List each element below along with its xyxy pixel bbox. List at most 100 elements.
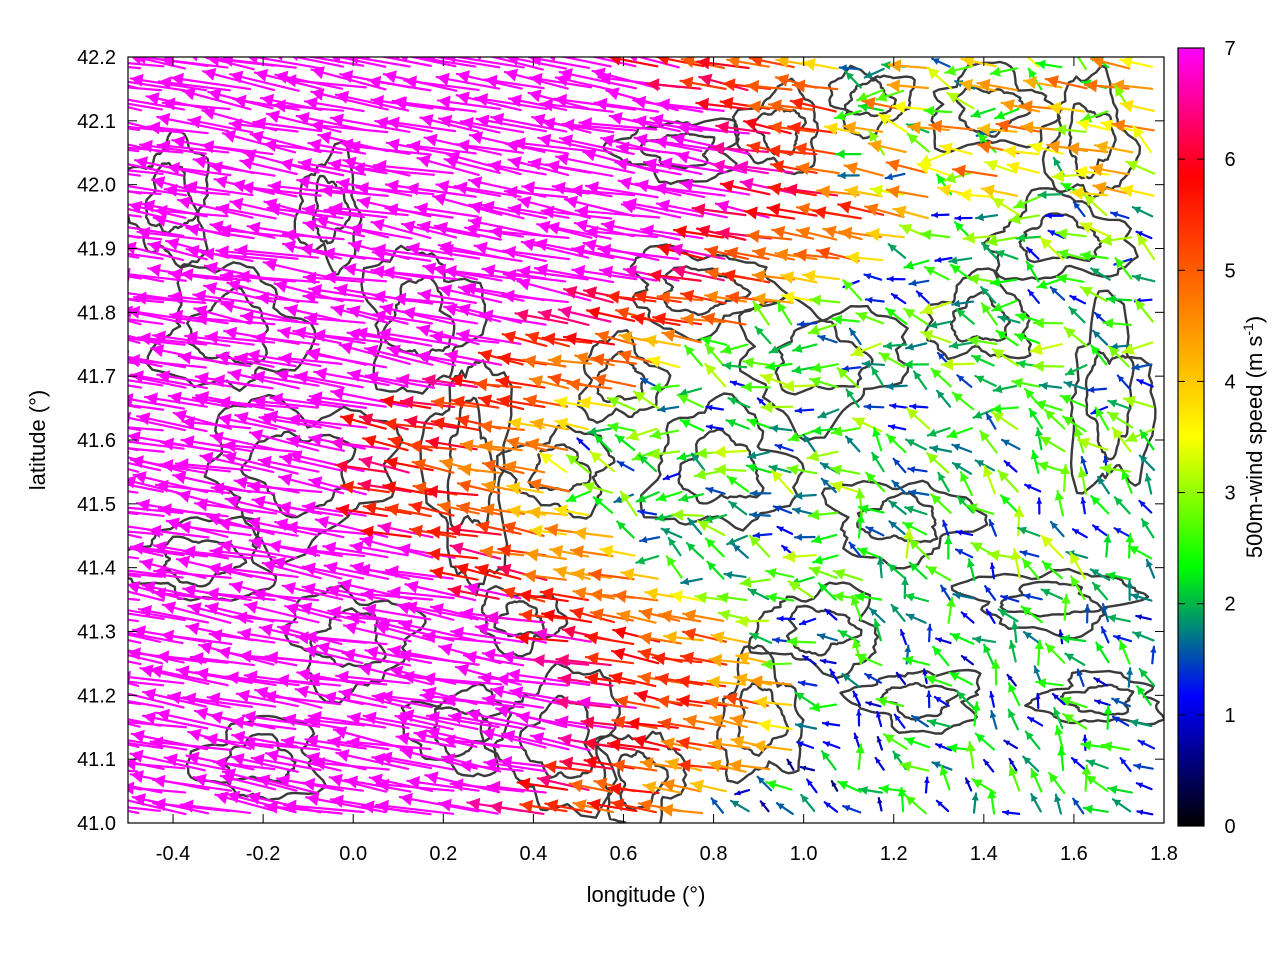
wind-vector-head — [1070, 295, 1077, 302]
wind-vector-head — [957, 375, 965, 382]
wind-vector-head — [750, 511, 758, 519]
wind-vector-head — [920, 229, 932, 241]
terrain-contour — [738, 295, 910, 442]
wind-vector-head — [594, 777, 608, 791]
wind-vector-head — [335, 90, 350, 104]
wind-vector-head — [942, 520, 949, 528]
wind-vector-head — [795, 533, 802, 541]
wind-vector-head — [521, 238, 535, 252]
wind-vector-head — [600, 544, 614, 558]
wind-vector-head — [1073, 798, 1080, 806]
wind-vector-head — [444, 303, 458, 317]
wind-vector-head — [851, 345, 864, 357]
y-tick-label: 41.3 — [77, 622, 116, 644]
wind-vector-head — [538, 308, 553, 322]
wind-vector-head — [1047, 140, 1060, 154]
wind-vector-head — [924, 105, 935, 117]
wind-vector-head — [648, 355, 661, 368]
wind-vector-head — [180, 268, 194, 282]
wind-vector-head — [795, 692, 805, 701]
wind-vector-head — [794, 248, 807, 262]
wind-vector-head — [224, 326, 238, 340]
wind-vector-head — [556, 653, 569, 668]
wind-vector-head — [998, 314, 1007, 323]
wind-vector-head — [329, 773, 343, 787]
wind-vector-head — [148, 524, 162, 538]
x-tick-label: 1.4 — [970, 843, 998, 865]
wind-vector-head — [210, 431, 224, 445]
wind-vector — [284, 525, 367, 535]
wind-vector-head — [888, 59, 902, 73]
wind-vector-head — [522, 181, 535, 195]
wind-vector-head — [574, 219, 588, 233]
wind-vector-head — [613, 589, 627, 603]
wind-vector-head — [1008, 641, 1017, 650]
wind-vector — [308, 395, 387, 408]
wind-vector-head — [583, 737, 597, 751]
wind-vector-head — [128, 781, 135, 795]
wind-vector-head — [208, 88, 222, 102]
wind-vector-head — [876, 737, 882, 743]
wind-vector-head — [866, 526, 874, 534]
wind-vector-head — [302, 777, 316, 791]
wind-vector — [282, 78, 367, 89]
wind-vector-head — [552, 181, 566, 195]
wind-vector-head — [285, 521, 298, 535]
wind-vector-head — [818, 410, 827, 419]
wind-vector-head — [1075, 165, 1088, 179]
wind-vector — [441, 738, 525, 749]
wind-vector-head — [1037, 461, 1049, 472]
wind-vector-head — [438, 798, 452, 812]
wind-vector-head — [323, 541, 337, 555]
wind-vector-head — [811, 362, 822, 373]
wind-vector-head — [777, 615, 784, 622]
wind-vector — [128, 86, 163, 92]
wind-vector-head — [115, 734, 128, 747]
wind-vector-head — [65, 218, 78, 231]
wind-vector-head — [1125, 431, 1138, 443]
wind-vector-head — [1061, 183, 1072, 192]
wind-vector-head — [1065, 653, 1075, 662]
wind-vector — [128, 799, 187, 816]
wind-vector-head — [277, 774, 291, 788]
x-tick-label: -0.2 — [246, 843, 280, 865]
wind-vector-head — [1133, 631, 1142, 640]
wind-vector — [128, 374, 187, 389]
wind-vector-head — [601, 219, 615, 233]
wind-vector-head — [1139, 500, 1146, 508]
wind-vector-head — [561, 118, 575, 132]
wind-vector-head — [1057, 249, 1069, 260]
wind-vector-head — [766, 361, 776, 372]
wind-vector-head — [1045, 212, 1052, 219]
wind-vector-head — [846, 436, 854, 445]
wind-vector-head — [966, 559, 975, 568]
wind-vector-head — [1133, 126, 1145, 139]
wind-vector-head — [278, 501, 292, 515]
wind-vector-head — [451, 626, 464, 640]
wind-vector-head — [949, 256, 958, 265]
wind-vector-head — [508, 417, 522, 431]
wind-vector-head — [232, 179, 246, 193]
wind-vector-head — [529, 72, 543, 86]
wind-vector-head — [735, 790, 741, 796]
y-tick-label: 41.8 — [77, 302, 116, 324]
terrain-contour — [161, 535, 248, 588]
wind-vector-head — [475, 93, 489, 107]
wind-vector-head — [1091, 57, 1104, 68]
wind-vector — [622, 201, 704, 218]
wind-vector-head — [1087, 386, 1095, 394]
wind-vector-head — [460, 607, 474, 621]
wind-vector-head — [276, 369, 290, 383]
wind-vector-head — [1041, 588, 1051, 597]
wind-vector-head — [183, 545, 196, 559]
wind-vector — [218, 566, 299, 579]
wind-vector-head — [612, 715, 626, 729]
wind-vector-head — [1021, 606, 1032, 616]
wind-vector-head — [583, 239, 597, 252]
wind-vector-head — [543, 760, 557, 774]
wind-vector — [449, 782, 525, 793]
wind-vector-head — [677, 121, 690, 135]
wind-vector-head — [358, 479, 372, 492]
wind-vector-head — [300, 243, 313, 257]
wind-vector-head — [753, 292, 766, 306]
